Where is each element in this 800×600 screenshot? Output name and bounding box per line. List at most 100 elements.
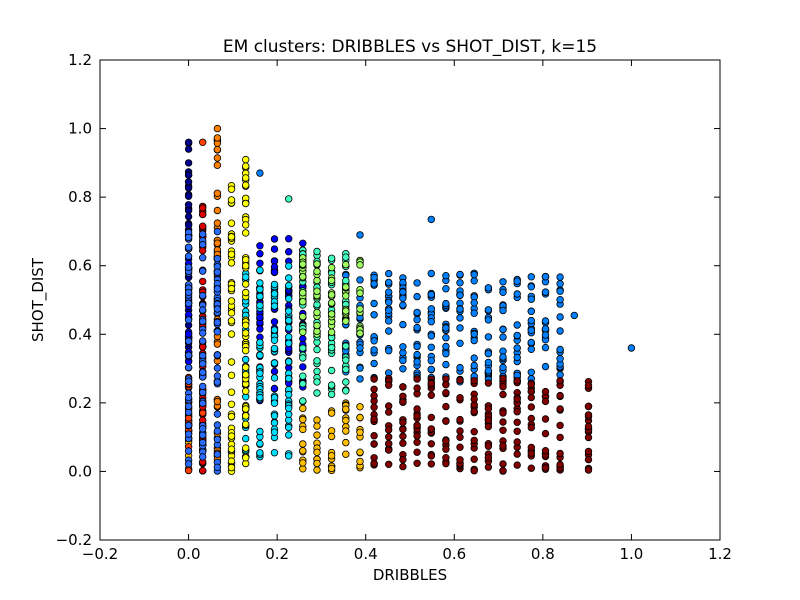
data-point xyxy=(313,431,321,439)
data-point xyxy=(241,162,250,170)
data-point xyxy=(184,337,193,345)
data-point xyxy=(427,365,435,374)
data-point xyxy=(241,412,250,420)
data-point xyxy=(184,421,193,429)
data-point xyxy=(456,291,464,299)
data-point xyxy=(313,459,321,468)
data-point xyxy=(270,359,279,367)
data-point xyxy=(184,233,193,242)
data-point xyxy=(227,185,236,193)
data-point xyxy=(270,419,279,427)
data-point xyxy=(184,263,193,271)
data-point xyxy=(241,288,250,297)
data-point xyxy=(584,455,593,464)
data-point xyxy=(527,307,535,315)
x-tick-label: −0.2 xyxy=(82,545,118,563)
data-point xyxy=(285,316,293,325)
data-point xyxy=(213,397,222,406)
data-point xyxy=(327,432,336,441)
data-point xyxy=(241,346,250,355)
data-point xyxy=(370,403,378,411)
data-point xyxy=(270,374,279,382)
data-point xyxy=(556,327,564,335)
data-point xyxy=(256,325,264,333)
data-point xyxy=(399,301,407,309)
data-point xyxy=(270,290,279,298)
data-point xyxy=(399,383,407,391)
data-point xyxy=(213,189,222,197)
data-point xyxy=(270,235,279,243)
data-point xyxy=(470,428,478,436)
data-point xyxy=(356,364,364,372)
data-point xyxy=(241,387,250,395)
data-point xyxy=(556,391,564,400)
data-point xyxy=(541,362,550,371)
data-point xyxy=(270,280,279,289)
data-point xyxy=(184,288,193,297)
data-point xyxy=(513,438,521,446)
data-point xyxy=(370,459,378,468)
data-point xyxy=(499,426,507,434)
data-point xyxy=(370,432,378,440)
data-point xyxy=(327,343,336,352)
data-point xyxy=(513,377,521,385)
data-point xyxy=(527,316,535,325)
data-point xyxy=(484,284,493,292)
data-point xyxy=(313,345,321,354)
data-point xyxy=(513,450,521,458)
data-point xyxy=(484,422,493,431)
data-point xyxy=(556,273,564,281)
data-point xyxy=(285,333,293,341)
x-axis-label: DRIBBLES xyxy=(373,566,447,584)
data-point xyxy=(299,363,307,371)
data-point xyxy=(513,353,521,362)
data-point xyxy=(270,326,279,334)
data-point xyxy=(556,421,564,430)
data-point xyxy=(342,405,350,413)
data-point xyxy=(198,399,207,407)
data-point xyxy=(241,181,250,189)
data-point xyxy=(513,344,521,352)
data-point xyxy=(456,279,464,287)
data-point xyxy=(627,344,636,352)
data-point xyxy=(184,402,193,410)
data-point xyxy=(285,390,293,399)
data-point xyxy=(442,445,450,453)
data-point xyxy=(499,325,507,334)
data-point xyxy=(270,367,279,376)
data-point xyxy=(313,422,321,430)
data-point xyxy=(327,452,336,460)
data-point xyxy=(270,302,279,310)
data-point xyxy=(499,467,507,475)
data-point xyxy=(413,292,421,301)
data-point xyxy=(299,459,307,467)
data-point xyxy=(256,169,264,177)
data-point xyxy=(513,408,521,416)
scatter-points xyxy=(184,124,636,475)
data-point xyxy=(370,337,378,345)
data-point xyxy=(198,351,207,360)
data-point xyxy=(285,307,293,315)
data-point xyxy=(385,278,393,287)
data-point xyxy=(285,358,293,366)
y-tick-label: −0.2 xyxy=(56,531,92,549)
data-point xyxy=(541,387,550,396)
data-point xyxy=(570,311,578,320)
data-point xyxy=(184,201,193,209)
data-point xyxy=(427,391,435,399)
data-point xyxy=(198,254,207,262)
data-point xyxy=(198,329,207,337)
data-point xyxy=(541,464,550,472)
data-point xyxy=(256,351,264,359)
data-point xyxy=(285,431,293,439)
data-point xyxy=(184,221,193,229)
data-point xyxy=(285,295,293,303)
data-point xyxy=(299,447,307,455)
data-point xyxy=(213,364,222,372)
data-point xyxy=(527,345,535,353)
data-point xyxy=(399,365,407,373)
data-point xyxy=(184,363,193,372)
data-point xyxy=(256,369,264,377)
data-point xyxy=(470,270,478,279)
data-point xyxy=(442,342,450,351)
